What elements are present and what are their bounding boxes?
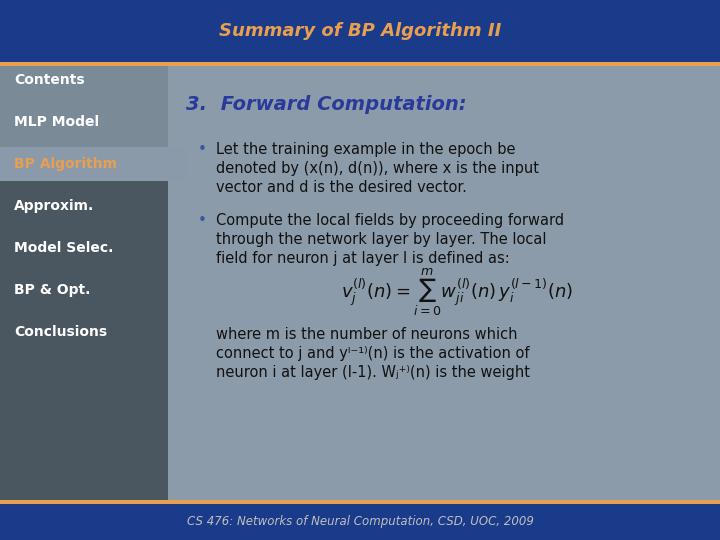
Text: Approxim.: Approxim. [14, 199, 94, 213]
Text: Compute the local fields by proceeding forward: Compute the local fields by proceeding f… [216, 213, 564, 228]
Text: through the network layer by layer. The local: through the network layer by layer. The … [216, 232, 546, 247]
Text: CS 476: Networks of Neural Computation, CSD, UOC, 2009: CS 476: Networks of Neural Computation, … [186, 516, 534, 529]
Text: field for neuron j at layer l is defined as:: field for neuron j at layer l is defined… [216, 251, 510, 266]
Bar [0, 159, 168, 500]
Text: Model Selec.: Model Selec. [14, 241, 113, 255]
Text: Forward Computation:: Forward Computation: [214, 94, 467, 113]
Text: 3.: 3. [186, 94, 207, 113]
Text: $v_j^{(l)}(n) = \sum_{i=0}^{m} w_{ji}^{(l)}(n)\,y_i^{(l-1)}(n)$: $v_j^{(l)}(n) = \sum_{i=0}^{m} w_{ji}^{(… [341, 266, 573, 318]
Text: vector and d is the desired vector.: vector and d is the desired vector. [216, 180, 467, 195]
Text: MLP Model: MLP Model [14, 115, 99, 129]
Text: where m is the number of neurons which: where m is the number of neurons which [216, 327, 518, 342]
Text: •: • [198, 142, 207, 157]
Bar [0, 0, 720, 62]
Bar [0, 66, 168, 500]
Text: connect to j and yᴵ⁻¹⁾(n) is the activation of: connect to j and yᴵ⁻¹⁾(n) is the activat… [216, 346, 529, 361]
Text: BP Algorithm: BP Algorithm [14, 157, 117, 171]
Text: BP & Opt.: BP & Opt. [14, 283, 91, 297]
FancyBboxPatch shape [0, 147, 187, 181]
Text: Contents: Contents [14, 73, 85, 87]
Bar [0, 504, 720, 540]
Text: Conclusions: Conclusions [14, 325, 107, 339]
Bar [0, 500, 720, 504]
Bar [0, 62, 720, 66]
Text: •: • [198, 213, 207, 228]
Text: neuron i at layer (l-1). Wⱼ⁺⁾(n) is the weight: neuron i at layer (l-1). Wⱼ⁺⁾(n) is the … [216, 365, 530, 380]
Text: denoted by (x(n), d(n)), where x is the input: denoted by (x(n), d(n)), where x is the … [216, 161, 539, 176]
Text: Summary of BP Algorithm II: Summary of BP Algorithm II [219, 22, 501, 40]
Text: Let the training example in the epoch be: Let the training example in the epoch be [216, 142, 516, 157]
